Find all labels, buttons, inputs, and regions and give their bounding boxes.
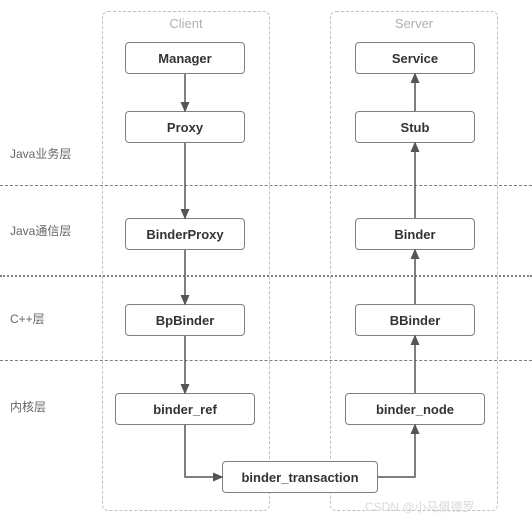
layer-java-comm: Java通信层 [10, 222, 71, 239]
node-proxy: Proxy [125, 111, 245, 143]
node-binder-ref: binder_ref [115, 393, 255, 425]
server-column: Server [330, 11, 498, 511]
layer-cpp: C++层 [10, 310, 45, 327]
layer-java-biz: Java业务层 [10, 145, 71, 162]
client-column: Client [102, 11, 270, 511]
diagram-container: Client Server Java业务层 Java通信层 C++层 内核层 M… [0, 0, 532, 524]
node-binder-transaction: binder_transaction [222, 461, 378, 493]
server-title: Server [331, 16, 497, 31]
client-title: Client [103, 16, 269, 31]
divider-2 [0, 275, 532, 277]
layer-kernel: 内核层 [10, 398, 46, 415]
divider-1 [0, 185, 532, 186]
node-service: Service [355, 42, 475, 74]
node-binder-node: binder_node [345, 393, 485, 425]
node-bbinder: BBinder [355, 304, 475, 336]
node-bpbinder: BpBinder [125, 304, 245, 336]
divider-3 [0, 360, 532, 361]
node-manager: Manager [125, 42, 245, 74]
watermark-text: CSDN @小马佩德罗 [365, 498, 475, 515]
node-binder: Binder [355, 218, 475, 250]
node-stub: Stub [355, 111, 475, 143]
node-binderproxy: BinderProxy [125, 218, 245, 250]
